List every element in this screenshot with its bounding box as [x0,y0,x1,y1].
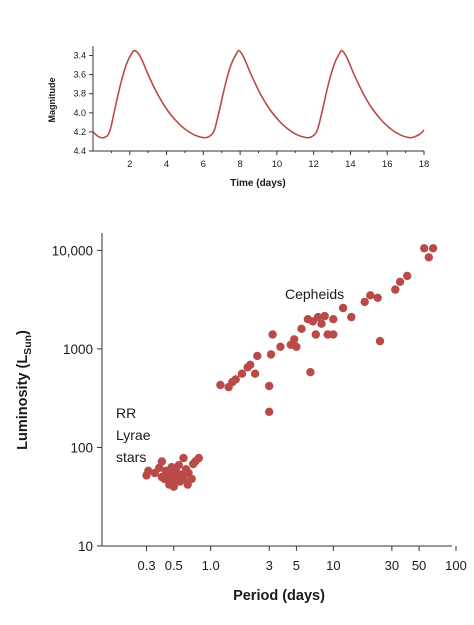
light-curve-y-ticks: 3.4 3.6 3.8 4.0 4.2 4.4 [73,51,93,156]
pl-data-point [306,368,315,377]
light-curve-chart: 3.4 3.6 3.8 4.0 4.2 4.4 2 4 6 8 10 12 14 16 18 Magnit… [47,46,429,189]
pl-data-point [250,369,260,378]
pl-y-tick-label: 10,000 [52,243,93,258]
pl-data-point [428,244,438,253]
pl-y-label-main: Luminosity (L [15,355,31,450]
pl-data-point [157,457,167,466]
pl-data-point [320,311,329,321]
pl-y-tick-label: 100 [70,440,93,455]
pl-data-point [403,271,412,281]
pl-data-point [179,453,188,463]
pl-data-point [290,335,299,344]
pl-data-point [329,315,338,324]
pl-x-tick-label: 30 [385,558,399,573]
pl-data-point [265,407,274,416]
pl-data-point [265,381,274,391]
rr-lyrae-annotation-line: RR [116,405,136,421]
pl-data-point [154,463,164,473]
pl-x-tick-label: 10 [326,558,340,573]
pl-data-point [375,336,385,346]
pl-data-point [311,330,320,339]
lc-x-tick-label: 10 [272,159,283,170]
pl-data-point [144,466,153,475]
light-curve-x-ticks: 2 4 6 8 10 12 14 16 18 [110,151,430,170]
pl-data-point [253,351,262,361]
pl-data-point [169,482,178,491]
pl-data-point [338,303,348,313]
pl-data-point [216,380,225,390]
pl-data-point [420,244,429,253]
light-curve-series-line [92,49,425,139]
pl-y-ticks: 10 100 1000 10,000 [52,243,102,554]
pl-y-tick-label: 10 [78,539,93,554]
pl-data-point [313,312,323,322]
pl-data-point [297,324,306,333]
pl-data-point [347,312,356,322]
rr-lyrae-annotation: RR Lyrae stars [116,405,151,465]
lc-y-tick-label: 4.2 [73,127,86,137]
pl-y-label-close: ) [15,330,31,335]
pl-x-label: Period (days) [233,588,325,604]
rr-lyrae-annotation-line: Lyrae [116,427,151,443]
pl-data-point [246,360,255,369]
pl-data-point [391,285,400,294]
pl-x-tick-label: 50 [412,558,426,573]
pl-x-tick-label: 1.0 [202,558,220,573]
lc-x-tick-label: 12 [308,159,319,170]
pl-x-tick-label: 100 [445,558,467,573]
lc-x-tick-label: 8 [237,159,242,170]
pl-data-point [194,453,203,463]
pl-y-label: Luminosity (LSun) [15,330,34,450]
pl-data-point [174,461,183,470]
pl-data-point [373,293,382,302]
pl-data-point [317,319,326,328]
pl-data-point [276,342,285,351]
lc-y-tick-label: 4.4 [73,146,86,156]
light-curve-x-label: Time (days) [230,178,285,189]
pl-x-tick-label: 0.3 [138,558,156,573]
rr-lyrae-annotation-line: stars [116,449,146,465]
lc-y-tick-label: 3.4 [73,51,86,61]
pl-data-point [366,291,375,300]
pl-y-label-sub: Sun [22,335,34,355]
pl-data-point [292,342,301,351]
pl-data-point [395,277,405,286]
light-curve-y-label: Magnitude [47,78,57,123]
pl-data-point [360,297,369,307]
lc-x-tick-label: 2 [127,159,132,170]
pl-y-tick-label: 1000 [63,342,93,357]
pl-data-point [268,330,277,339]
pl-x-tick-label: 5 [293,558,300,573]
pl-x-ticks: 0.3 0.5 1.0 3 5 10 30 50 100 [138,546,467,573]
pl-data-point [424,253,433,262]
lc-x-tick-label: 14 [345,159,356,170]
lc-y-tick-label: 3.8 [73,89,86,99]
pl-data-point [329,330,338,339]
lc-y-tick-label: 3.6 [73,70,86,80]
pl-data-point [187,474,196,484]
lc-x-tick-label: 6 [201,159,206,170]
lc-y-tick-label: 4.0 [73,108,86,118]
cepheids-annotation: Cepheids [285,286,344,302]
pl-x-tick-label: 3 [266,558,273,573]
pl-x-tick-label: 0.5 [165,558,183,573]
pl-data-point [237,369,247,378]
period-luminosity-chart: 10 100 1000 10,000 0.3 0.5 1.0 3 5 10 30 50 100 Lum… [15,233,467,604]
lc-x-tick-label: 16 [382,159,393,170]
pl-data-point [231,375,240,384]
pl-data-points [142,244,438,491]
pl-data-point [266,350,276,359]
lc-x-tick-label: 4 [164,159,169,170]
lc-x-tick-label: 18 [419,159,430,170]
